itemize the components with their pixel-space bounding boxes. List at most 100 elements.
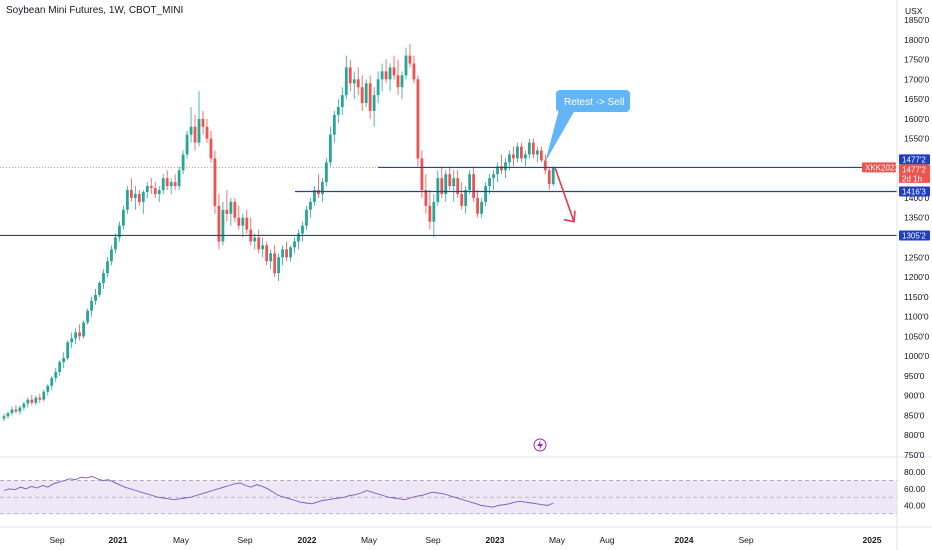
candle[interactable]: [448, 166, 452, 191]
candle[interactable]: [444, 170, 448, 202]
candle[interactable]: [488, 174, 491, 194]
candle[interactable]: [145, 182, 149, 198]
candle[interactable]: [86, 308, 89, 325]
candle[interactable]: [512, 146, 515, 167]
candle[interactable]: [225, 190, 229, 222]
candle[interactable]: [476, 190, 480, 218]
candle[interactable]: [70, 332, 74, 349]
candle[interactable]: [122, 205, 125, 230]
candle[interactable]: [133, 186, 137, 210]
candle[interactable]: [504, 158, 507, 179]
candle[interactable]: [344, 55, 348, 100]
candle[interactable]: [237, 205, 241, 230]
candle[interactable]: [22, 401, 26, 411]
candle[interactable]: [221, 201, 225, 246]
candle[interactable]: [309, 197, 312, 218]
time-axis[interactable]: Sep 2021 May Sep 2022 May Sep 2023 May Aug 2024 Sep…: [49, 535, 881, 545]
lightning-icon[interactable]: [533, 438, 547, 452]
candle[interactable]: [324, 158, 328, 187]
candle[interactable]: [205, 118, 209, 143]
candle[interactable]: [523, 150, 527, 167]
candle[interactable]: [129, 178, 133, 202]
candle[interactable]: [177, 166, 181, 191]
candle[interactable]: [181, 150, 185, 175]
candle[interactable]: [297, 229, 300, 250]
candle[interactable]: [531, 138, 535, 159]
candle[interactable]: [173, 174, 177, 191]
candle[interactable]: [424, 174, 428, 214]
candle[interactable]: [332, 110, 336, 143]
candle[interactable]: [317, 174, 320, 198]
candle[interactable]: [368, 75, 372, 119]
candle[interactable]: [10, 406, 14, 416]
candle[interactable]: [106, 257, 109, 278]
candle[interactable]: [520, 142, 523, 163]
candle[interactable]: [273, 245, 277, 278]
candle[interactable]: [241, 213, 245, 238]
candle[interactable]: [348, 59, 352, 92]
candle[interactable]: [261, 237, 265, 258]
candle[interactable]: [102, 269, 105, 289]
candle[interactable]: [58, 360, 62, 376]
candle[interactable]: [201, 110, 205, 135]
candle[interactable]: [185, 130, 189, 159]
candle[interactable]: [480, 197, 483, 218]
candle[interactable]: [38, 393, 42, 403]
candle[interactable]: [26, 397, 30, 408]
candle[interactable]: [6, 411, 10, 419]
candle[interactable]: [137, 190, 141, 206]
candle[interactable]: [157, 186, 161, 202]
candle[interactable]: [217, 194, 221, 250]
candle[interactable]: [400, 71, 404, 100]
price-pane[interactable]: [0, 43, 897, 422]
candle[interactable]: [257, 229, 261, 254]
candle[interactable]: [547, 166, 551, 191]
candle[interactable]: [452, 170, 456, 202]
candle[interactable]: [305, 205, 308, 230]
candle[interactable]: [456, 170, 460, 198]
candle[interactable]: [464, 186, 468, 214]
candle[interactable]: [233, 197, 237, 222]
candle[interactable]: [82, 320, 85, 339]
candle[interactable]: [42, 389, 46, 402]
candle[interactable]: [336, 99, 340, 123]
candle[interactable]: [110, 245, 113, 266]
candle[interactable]: [352, 71, 356, 100]
candle[interactable]: [436, 170, 440, 206]
candle[interactable]: [396, 59, 400, 96]
sell-arrow[interactable]: [554, 168, 576, 223]
candle[interactable]: [62, 352, 66, 368]
candle[interactable]: [360, 75, 364, 111]
candle[interactable]: [169, 178, 173, 194]
candle[interactable]: [153, 182, 157, 198]
candle[interactable]: [328, 126, 332, 167]
candle[interactable]: [543, 154, 547, 175]
candle[interactable]: [197, 91, 201, 147]
candle[interactable]: [141, 190, 145, 214]
candle[interactable]: [392, 55, 396, 80]
candle[interactable]: [189, 107, 193, 143]
candle[interactable]: [500, 154, 503, 175]
candle[interactable]: [281, 245, 284, 266]
candle[interactable]: [209, 130, 213, 163]
candle[interactable]: [428, 190, 432, 230]
candle[interactable]: [468, 170, 472, 194]
candle[interactable]: [74, 328, 78, 345]
candle[interactable]: [380, 63, 384, 92]
candle[interactable]: [412, 55, 416, 84]
retest-callout[interactable]: Retest -> Sell: [545, 90, 630, 163]
candle[interactable]: [249, 217, 253, 246]
candle[interactable]: [114, 233, 117, 254]
candle[interactable]: [376, 71, 380, 104]
candle[interactable]: [293, 237, 296, 254]
candle[interactable]: [269, 249, 273, 270]
candle[interactable]: [539, 146, 543, 163]
candle[interactable]: [472, 166, 476, 202]
candle[interactable]: [432, 194, 436, 238]
candle[interactable]: [245, 209, 249, 234]
candle[interactable]: [30, 394, 34, 406]
candle[interactable]: [34, 395, 38, 406]
candle[interactable]: [440, 166, 444, 198]
